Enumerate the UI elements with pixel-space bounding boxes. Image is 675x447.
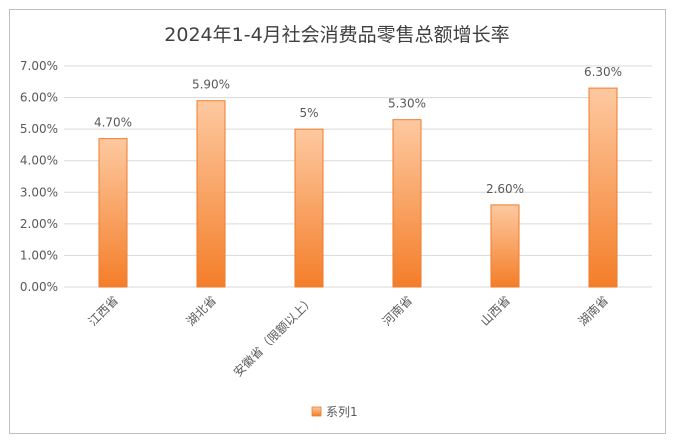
legend-swatch <box>311 406 322 417</box>
y-tick-label: 7.00% <box>20 59 58 73</box>
data-label: 5.30% <box>388 97 426 111</box>
y-axis-tick-labels: 0.00% 1.00% 2.00% 3.00% 4.00% 5.00% 6.00% 7.00% <box>20 59 58 294</box>
bar <box>98 138 128 288</box>
bar <box>588 87 618 288</box>
bar <box>196 100 226 288</box>
data-labels: 4.70% 5.90% 5% 5.30% 2.60% 6.30% <box>94 65 622 196</box>
data-label: 2.60% <box>486 182 524 196</box>
chart-title: 2024年1-4月社会消费品零售总额增长率 <box>164 24 509 46</box>
y-tick-label: 0.00% <box>20 280 58 294</box>
y-tick-label: 1.00% <box>20 248 58 262</box>
y-tick-label: 4.00% <box>20 154 58 168</box>
data-label: 5.90% <box>192 78 230 92</box>
bar <box>294 128 324 288</box>
legend: 系列1 <box>311 405 358 419</box>
bar <box>392 119 422 288</box>
bars <box>98 87 618 288</box>
bar <box>490 204 520 288</box>
data-label: 5% <box>299 106 318 120</box>
y-tick-label: 6.00% <box>20 91 58 105</box>
y-tick-label: 5.00% <box>20 122 58 136</box>
y-tick-label: 3.00% <box>20 185 58 199</box>
gridlines <box>64 65 652 288</box>
y-tick-label: 2.00% <box>20 217 58 231</box>
legend-label: 系列1 <box>326 405 358 419</box>
data-label: 4.70% <box>94 116 132 130</box>
data-label: 6.30% <box>584 65 622 79</box>
